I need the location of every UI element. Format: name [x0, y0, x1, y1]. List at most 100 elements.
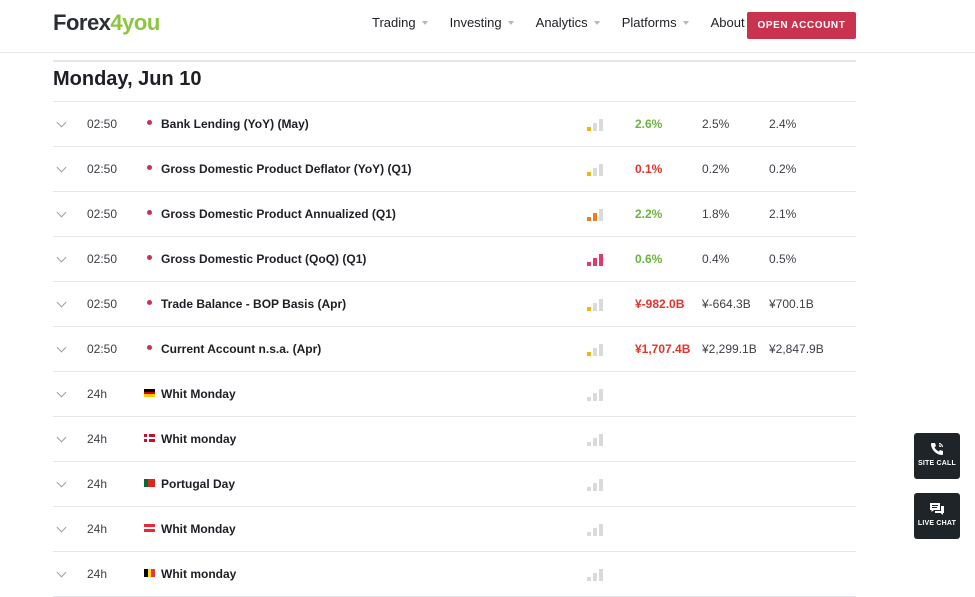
site-call-label: SITE CALL: [918, 460, 956, 467]
chevron-down-icon[interactable]: [56, 567, 67, 578]
importance-bar: [587, 262, 591, 266]
section-divider: [53, 60, 856, 62]
event-time: 02:50: [87, 342, 118, 356]
importance-bar: [593, 438, 597, 446]
event-marker-dot-icon: [147, 210, 152, 215]
event-time: 02:50: [87, 162, 118, 176]
nav-label: Platforms: [621, 15, 677, 30]
forecast-value: ¥2,299.1B: [702, 342, 757, 356]
event-title[interactable]: Bank Lending (YoY) (May): [161, 117, 309, 131]
nav-item-analytics[interactable]: Analytics: [536, 15, 600, 30]
nav-item-platforms[interactable]: Platforms: [622, 15, 689, 30]
event-title[interactable]: Gross Domestic Product Deflator (YoY) (Q…: [161, 162, 412, 176]
importance-bar: [599, 119, 603, 131]
site-header: Forex4you Trading Investing Analytics Pl…: [0, 0, 975, 53]
flag-at-icon: [144, 524, 155, 533]
actual-value: 0.1%: [635, 162, 663, 176]
chevron-down-icon[interactable]: [56, 387, 67, 398]
importance-bars-icon: [587, 569, 607, 581]
event-title[interactable]: Whit monday: [161, 567, 237, 581]
event-title[interactable]: Gross Domestic Product Annualized (Q1): [161, 207, 396, 221]
event-marker-dot-icon: [147, 165, 152, 170]
chevron-down-icon[interactable]: [56, 207, 67, 218]
event-time: 24h: [87, 477, 108, 491]
forecast-value: 0.2%: [702, 162, 730, 176]
live-chat-button[interactable]: LIVE CHAT: [914, 493, 960, 539]
chevron-down-icon[interactable]: [56, 117, 67, 128]
phone-icon: [931, 442, 944, 455]
importance-bars-icon: [587, 434, 607, 446]
open-account-button[interactable]: OPEN ACCOUNT: [747, 12, 856, 39]
importance-bar: [587, 442, 591, 446]
nav-label: Analytics: [535, 15, 588, 30]
actual-value: 0.6%: [635, 252, 663, 266]
nav-item-investing[interactable]: Investing: [450, 15, 514, 30]
event-time: 24h: [87, 387, 108, 401]
forecast-value: 1.8%: [702, 207, 730, 221]
event-time: 02:50: [87, 297, 118, 311]
nav-label: Trading: [372, 15, 416, 30]
previous-value: 2.1%: [769, 207, 797, 221]
event-time: 02:50: [87, 252, 118, 266]
event-row[interactable]: 02:50 Bank Lending (YoY) (May) 2.6% 2.5% 2.4…: [53, 102, 856, 147]
chevron-down-icon[interactable]: [56, 297, 67, 308]
importance-bar: [599, 164, 603, 176]
event-title[interactable]: Whit monday: [161, 432, 237, 446]
chevron-down-icon[interactable]: [56, 252, 67, 263]
economic-calendar-list: 02:50 Bank Lending (YoY) (May) 2.6% 2.5% 2.4…: [53, 101, 856, 597]
importance-bar: [599, 209, 603, 221]
site-call-button[interactable]: SITE CALL: [914, 433, 960, 479]
importance-bar: [593, 528, 597, 536]
importance-bar: [587, 487, 591, 491]
chevron-down-icon[interactable]: [56, 162, 67, 173]
event-title[interactable]: Trade Balance - BOP Basis (Apr): [161, 297, 347, 311]
event-time: 02:50: [87, 117, 118, 131]
nav-item-trading[interactable]: Trading: [372, 15, 428, 30]
event-row[interactable]: 02:50 Gross Domestic Product Deflator (Yo…: [53, 147, 856, 192]
importance-bars-icon: [587, 524, 607, 536]
chevron-down-icon[interactable]: [56, 432, 67, 443]
event-marker-dot-icon: [147, 120, 152, 125]
chevron-down-icon[interactable]: [56, 522, 67, 533]
importance-bar: [593, 393, 597, 401]
importance-bar: [599, 524, 603, 536]
main-nav: Trading Investing Analytics Platforms Ab…: [372, 15, 798, 30]
importance-bar: [587, 352, 591, 356]
event-title[interactable]: Whit Monday: [161, 387, 236, 401]
event-row[interactable]: 02:50 Gross Domestic Product (QoQ) (Q1) 0.…: [53, 237, 856, 282]
event-row[interactable]: 02:50 Current Account n.s.a. (Apr) ¥1,707.…: [53, 327, 856, 372]
importance-bar: [587, 397, 591, 401]
importance-bar: [593, 258, 597, 266]
event-row[interactable]: 24h Whit Monday: [53, 507, 856, 552]
event-row[interactable]: 24h Whit monday: [53, 417, 856, 462]
importance-bar: [593, 483, 597, 491]
event-row[interactable]: 24h Whit monday: [53, 552, 856, 597]
importance-bar: [587, 532, 591, 536]
importance-bar: [599, 344, 603, 356]
caret-down-icon: [507, 20, 514, 25]
importance-bar: [593, 123, 597, 131]
actual-value: 2.2%: [635, 207, 663, 221]
chevron-down-icon[interactable]: [56, 477, 67, 488]
forecast-value: 0.4%: [702, 252, 730, 266]
event-title[interactable]: Whit Monday: [161, 522, 236, 536]
event-marker-dot-icon: [147, 345, 152, 350]
event-marker-dot-icon: [147, 255, 152, 260]
importance-bars-icon: [587, 299, 607, 311]
event-row[interactable]: 24h Whit Monday: [53, 372, 856, 417]
event-title[interactable]: Portugal Day: [161, 477, 236, 491]
forex4you-logo[interactable]: Forex4you: [53, 10, 160, 36]
importance-bar: [593, 573, 597, 581]
day-title: Monday, Jun 10: [53, 68, 202, 90]
actual-value: 2.6%: [635, 117, 663, 131]
nav-label: Investing: [449, 15, 502, 30]
event-row[interactable]: 02:50 Trade Balance - BOP Basis (Apr) ¥-98…: [53, 282, 856, 327]
importance-bar: [587, 127, 591, 131]
chevron-down-icon[interactable]: [56, 342, 67, 353]
logo-accent-text: 4you: [110, 10, 160, 35]
event-row[interactable]: 02:50 Gross Domestic Product Annualized (…: [53, 192, 856, 237]
chat-bubbles-icon: [930, 503, 944, 515]
event-title[interactable]: Current Account n.s.a. (Apr): [161, 342, 322, 356]
event-row[interactable]: 24h Portugal Day: [53, 462, 856, 507]
event-title[interactable]: Gross Domestic Product (QoQ) (Q1): [161, 252, 367, 266]
